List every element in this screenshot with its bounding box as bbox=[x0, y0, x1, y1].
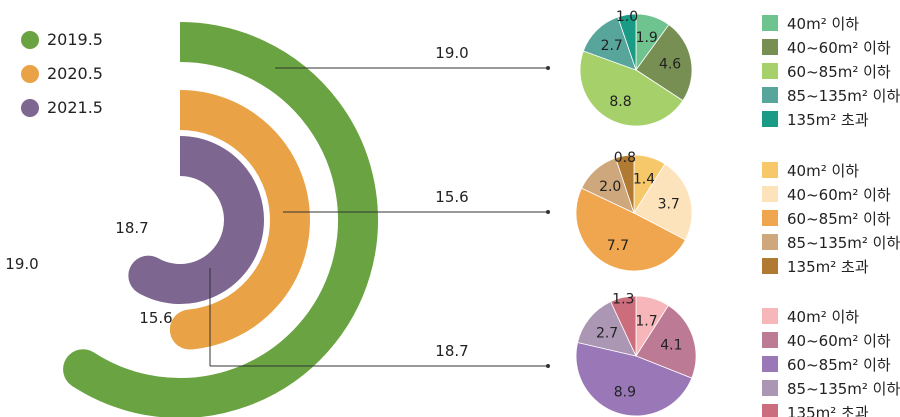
pie-slice-value-label: 1.9 bbox=[636, 30, 658, 46]
pie-legend-label: 40m² 이하 bbox=[787, 15, 859, 33]
pie-slice bbox=[610, 295, 637, 357]
radial-bar-2021.5 bbox=[138, 136, 264, 304]
pie-legend-label: 85~135m² 이하 bbox=[787, 234, 900, 252]
radial-bar-value-label: 15.6 bbox=[139, 309, 172, 327]
radial-bar-2020.5 bbox=[179, 90, 310, 350]
pie-legend-swatch bbox=[762, 162, 778, 178]
radial-bar-cap bbox=[169, 309, 210, 350]
radial-bar-value-label: 18.7 bbox=[115, 219, 148, 237]
pie-slice-value-label: 1.7 bbox=[635, 313, 657, 329]
pie-slice-value-label: 2.7 bbox=[601, 38, 623, 54]
pie-legend-swatch bbox=[762, 111, 778, 127]
pie-legend-swatch bbox=[762, 186, 778, 202]
pie-slice-value-label: 2.0 bbox=[599, 179, 621, 195]
connector-dot bbox=[546, 364, 550, 368]
pie-slice bbox=[579, 50, 684, 127]
pie-slice-value-label: 7.7 bbox=[607, 238, 629, 254]
pie-slice-value-label: 4.6 bbox=[659, 57, 681, 73]
legend-label: 2019.5 bbox=[47, 30, 103, 49]
pie-slice bbox=[635, 304, 697, 379]
pie-slice bbox=[617, 13, 637, 71]
pie-legend-label: 40m² 이하 bbox=[787, 162, 859, 180]
pie-legend-swatch bbox=[762, 63, 778, 79]
pie-legend-swatch bbox=[762, 39, 778, 55]
legend-marker bbox=[21, 99, 39, 117]
pie-slice bbox=[633, 163, 693, 241]
pie-slice-value-label: 8.8 bbox=[609, 94, 631, 110]
connector-value-label: 15.6 bbox=[435, 188, 468, 206]
pie-legend-label: 135m² 초과 bbox=[787, 404, 869, 417]
legend-label: 2020.5 bbox=[47, 64, 103, 83]
pie-legend-swatch bbox=[762, 332, 778, 348]
pie-legend-label: 135m² 초과 bbox=[787, 111, 869, 129]
legend-marker bbox=[21, 65, 39, 83]
pie-legend-label: 60~85m² 이하 bbox=[787, 356, 891, 374]
pie-slice bbox=[582, 16, 637, 71]
legend-marker bbox=[21, 31, 39, 49]
radial-bar-value-label: 19.0 bbox=[5, 255, 38, 273]
pie-slice-value-label: 0.8 bbox=[614, 150, 636, 166]
pie-slice-value-label: 1.3 bbox=[612, 292, 634, 308]
connector-value-label: 18.7 bbox=[435, 342, 468, 360]
pie-legend-swatch bbox=[762, 87, 778, 103]
pie-legend-label: 85~135m² 이하 bbox=[787, 380, 900, 398]
pie-legend-swatch bbox=[762, 258, 778, 274]
connector-dot bbox=[546, 210, 550, 214]
pie-legend-label: 135m² 초과 bbox=[787, 258, 869, 276]
pie-slice-value-label: 3.7 bbox=[658, 197, 680, 213]
pie-slice-value-label: 8.9 bbox=[614, 385, 636, 401]
pie-slice bbox=[575, 342, 693, 417]
radial-bar-cap bbox=[63, 349, 104, 390]
pie-legend-label: 60~85m² 이하 bbox=[787, 63, 891, 81]
pie-slice-value-label: 4.1 bbox=[660, 338, 682, 354]
pie-legend-swatch bbox=[762, 210, 778, 226]
connector-value-label: 19.0 bbox=[435, 44, 468, 62]
pie-slice bbox=[575, 187, 686, 272]
pie-legend-swatch bbox=[762, 234, 778, 250]
pie-legend-swatch bbox=[762, 308, 778, 324]
pie-legend-swatch bbox=[762, 356, 778, 372]
pie-legend-label: 85~135m² 이하 bbox=[787, 87, 900, 105]
pie-slice-value-label: 1.4 bbox=[633, 172, 655, 188]
pie-legend-label: 40m² 이하 bbox=[787, 308, 859, 326]
pie-legend-label: 40~60m² 이하 bbox=[787, 332, 891, 350]
pie-legend-swatch bbox=[762, 404, 778, 417]
pie-slice bbox=[615, 154, 635, 214]
pie-legend-label: 60~85m² 이하 bbox=[787, 210, 891, 228]
pie-slice-value-label: 2.7 bbox=[596, 326, 618, 342]
radial-bar-2019.5 bbox=[72, 22, 378, 417]
pie-legend-label: 40~60m² 이하 bbox=[787, 39, 891, 57]
pie-legend-label: 40~60m² 이하 bbox=[787, 186, 891, 204]
pie-slice bbox=[635, 24, 693, 102]
legend-label: 2021.5 bbox=[47, 98, 103, 117]
radial-bar-cap bbox=[128, 255, 169, 296]
pie-legend-swatch bbox=[762, 15, 778, 31]
pie-slice bbox=[577, 301, 637, 357]
pie-slice-value-label: 1.0 bbox=[616, 9, 638, 25]
pie-legend-swatch bbox=[762, 380, 778, 396]
connector-dot bbox=[546, 66, 550, 70]
